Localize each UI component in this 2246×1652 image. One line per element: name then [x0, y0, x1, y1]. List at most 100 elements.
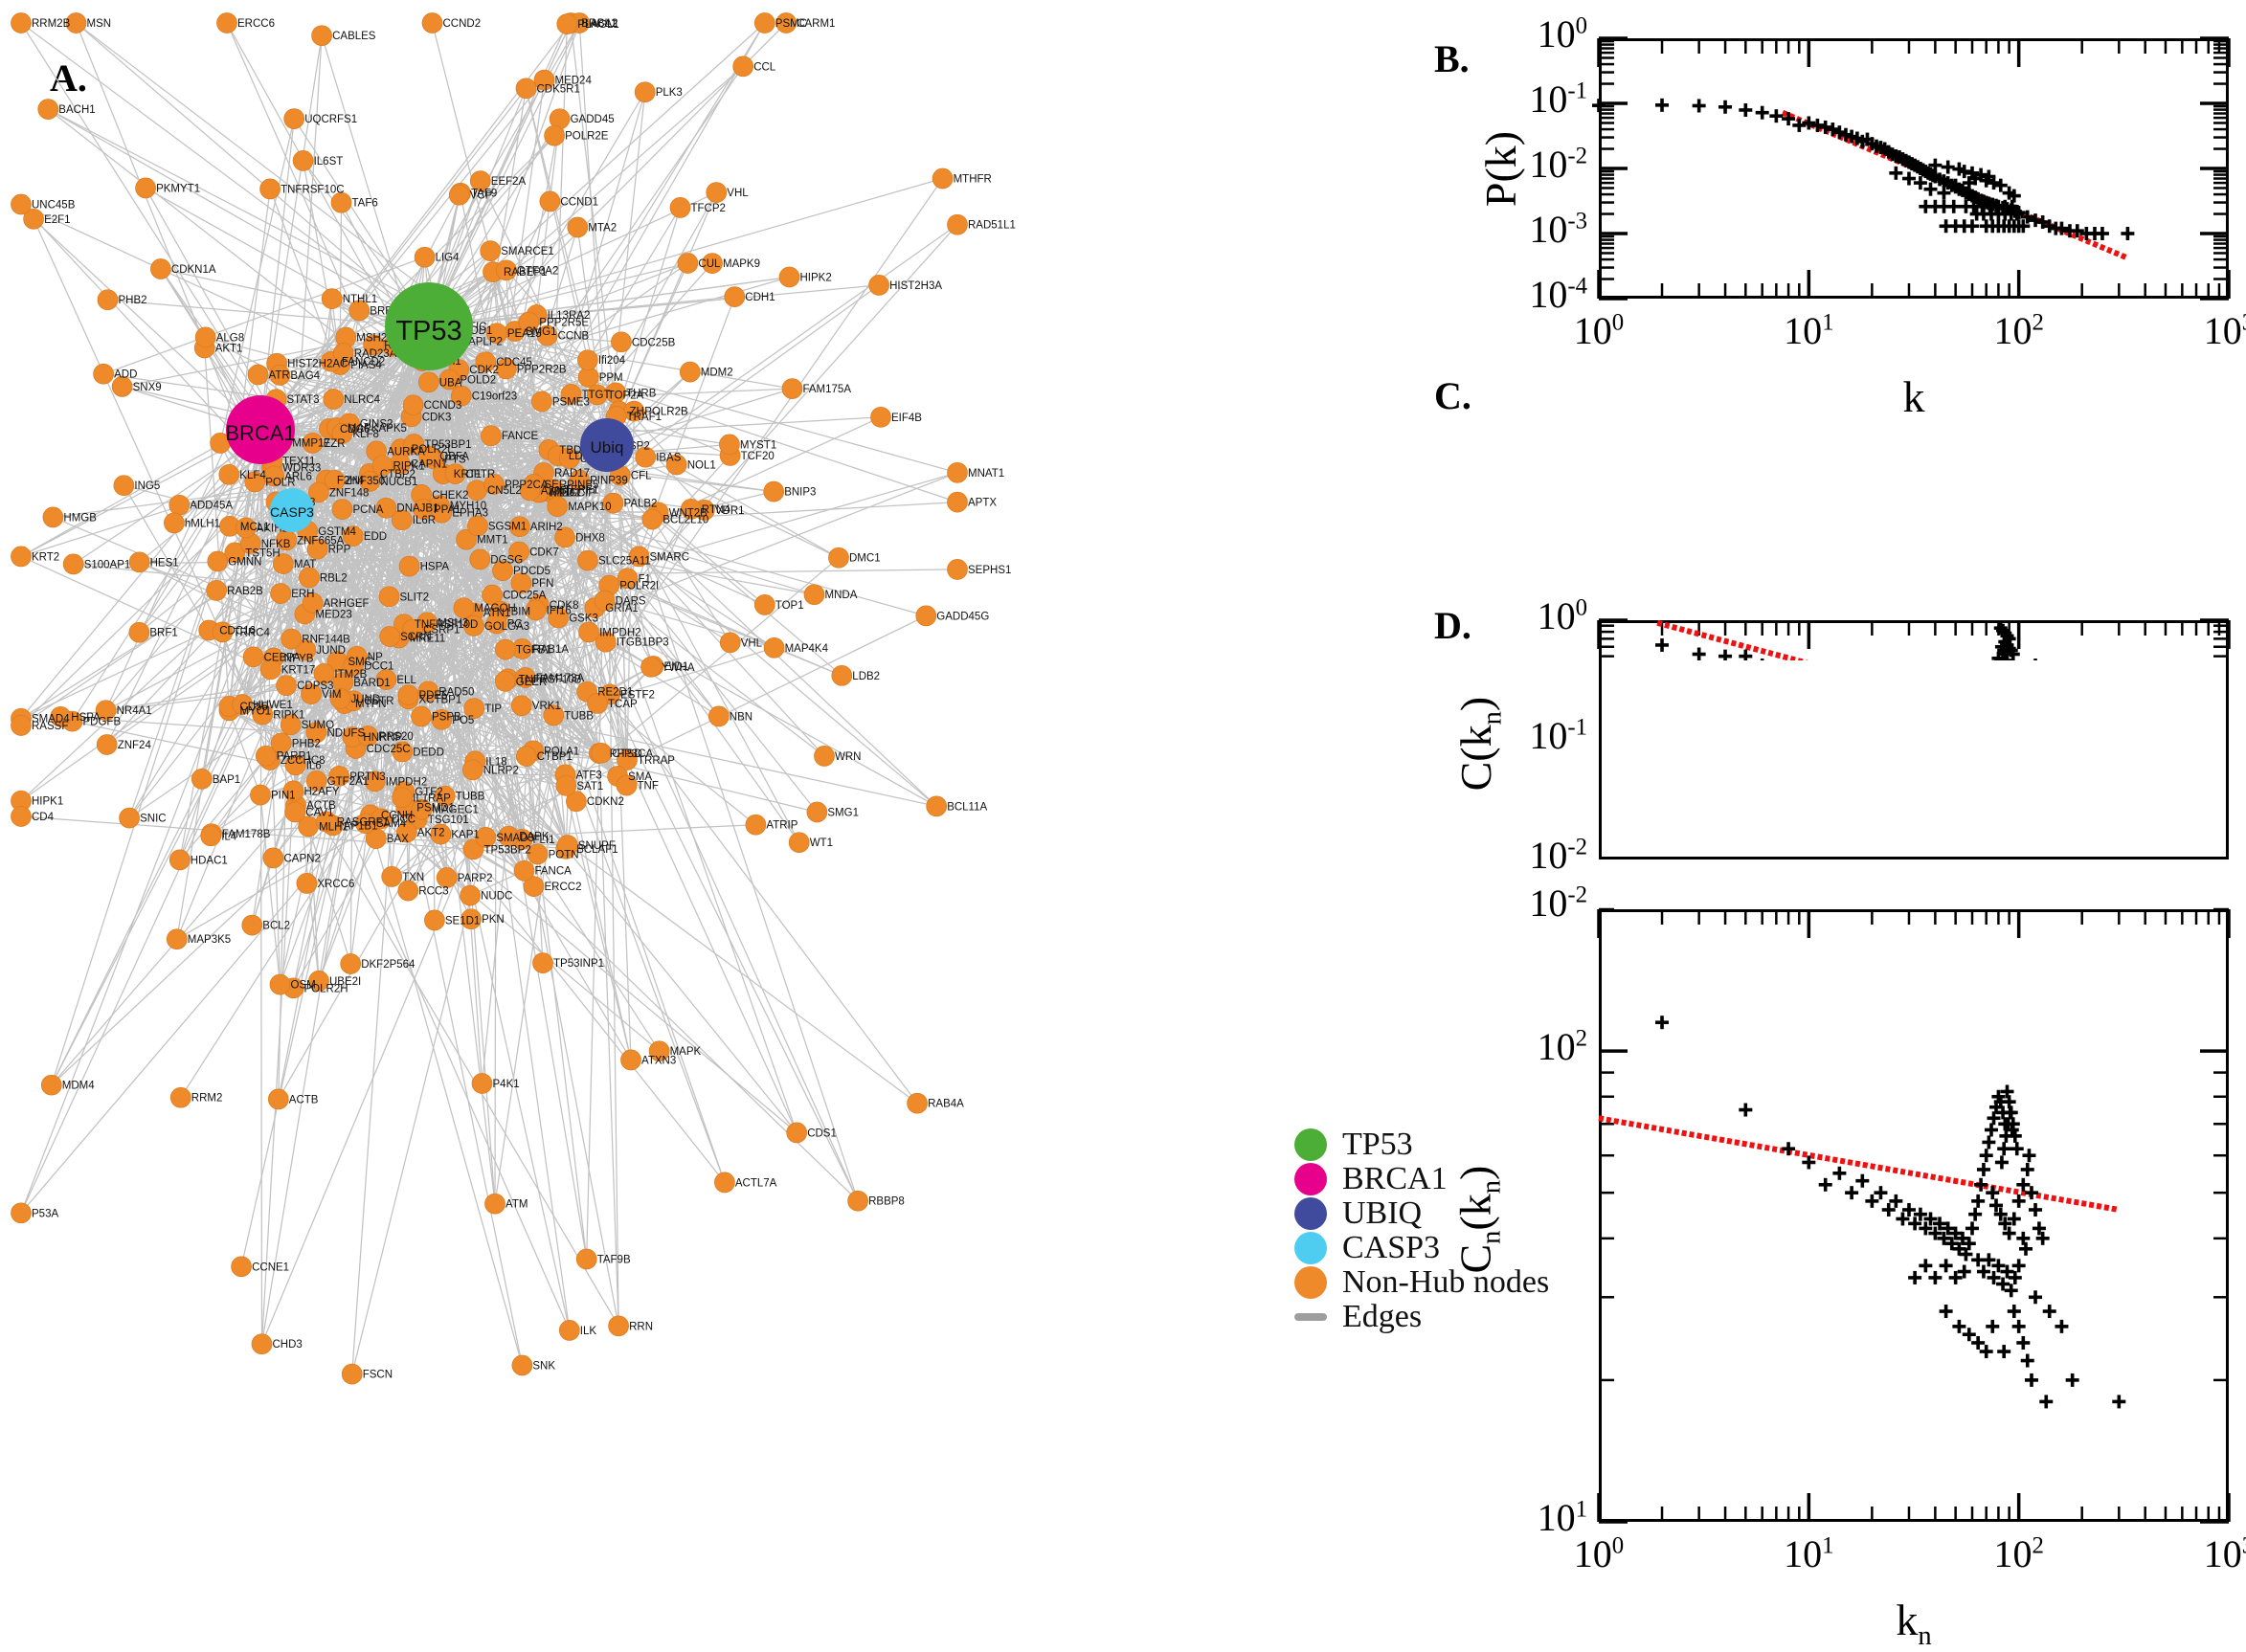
network-node[interactable] [43, 507, 63, 527]
network-node[interactable] [576, 1249, 596, 1269]
network-node[interactable] [270, 974, 290, 994]
network-node[interactable] [63, 554, 83, 574]
network-node[interactable] [472, 1074, 492, 1094]
network-node[interactable] [531, 391, 551, 412]
network-node[interactable] [556, 775, 576, 795]
network-node[interactable] [11, 716, 32, 736]
network-node[interactable] [754, 13, 775, 33]
network-node[interactable] [609, 1316, 629, 1336]
network-node[interactable] [424, 910, 444, 930]
network-node[interactable] [399, 556, 419, 576]
network-node[interactable] [764, 481, 784, 502]
network-node[interactable] [312, 26, 332, 46]
network-node[interactable] [114, 476, 134, 496]
network-node[interactable] [495, 639, 515, 659]
network-node[interactable] [871, 407, 891, 427]
network-node[interactable] [678, 254, 698, 274]
network-node[interactable] [94, 364, 114, 384]
network-node[interactable] [41, 1075, 61, 1095]
network-node[interactable] [398, 881, 418, 901]
network-node[interactable] [460, 885, 481, 905]
network-node[interactable] [579, 622, 599, 642]
network-node[interactable] [342, 1364, 362, 1384]
network-node[interactable] [815, 746, 835, 766]
network-node[interactable] [208, 551, 228, 571]
network-node[interactable] [916, 606, 936, 626]
network-node[interactable] [948, 462, 968, 482]
network-node[interactable] [787, 1123, 807, 1143]
network-node[interactable] [708, 706, 729, 726]
network-node[interactable] [129, 552, 149, 572]
network-node[interactable] [680, 362, 700, 382]
network-node[interactable] [398, 685, 418, 705]
network-node[interactable] [271, 584, 291, 604]
network-node[interactable] [829, 547, 849, 568]
network-node[interactable] [11, 1203, 32, 1223]
network-node[interactable] [733, 56, 753, 77]
network-node[interactable] [98, 290, 118, 310]
network-node[interactable] [260, 179, 281, 199]
network-node[interactable] [268, 1089, 288, 1109]
network-node[interactable] [485, 1194, 505, 1214]
network-node[interactable] [382, 866, 402, 886]
network-node[interactable] [511, 696, 531, 716]
network-node[interactable] [11, 547, 32, 567]
network-node[interactable] [516, 78, 536, 99]
network-node[interactable] [418, 372, 438, 392]
network-node[interactable] [422, 13, 442, 33]
network-node[interactable] [516, 747, 536, 767]
network-node[interactable] [559, 1320, 579, 1340]
network-node[interactable] [470, 549, 490, 569]
network-node[interactable] [332, 500, 352, 520]
network-node[interactable] [11, 194, 32, 214]
network-node[interactable] [948, 492, 968, 512]
network-node[interactable] [533, 953, 553, 973]
network-node[interactable] [380, 627, 400, 647]
network-node[interactable] [495, 671, 515, 691]
network-node[interactable] [217, 13, 237, 33]
network-node[interactable] [789, 833, 809, 853]
network-node[interactable] [191, 769, 212, 789]
network-node[interactable] [568, 217, 588, 237]
network-node[interactable] [725, 287, 745, 307]
network-node[interactable] [277, 676, 297, 696]
network-node[interactable] [948, 214, 968, 234]
network-node[interactable] [284, 109, 304, 129]
network-node[interactable] [293, 150, 313, 170]
network-node[interactable] [557, 14, 577, 34]
network-node[interactable] [621, 1050, 641, 1070]
network-node[interactable] [932, 168, 953, 189]
network-node[interactable] [207, 580, 227, 600]
network-node[interactable] [746, 815, 766, 835]
network-node[interactable] [379, 587, 399, 607]
network-node[interactable] [804, 585, 824, 605]
network-node[interactable] [195, 327, 215, 347]
network-node[interactable] [170, 1087, 191, 1107]
network-node[interactable] [927, 796, 947, 816]
network-node[interactable] [437, 868, 457, 888]
network-node[interactable] [252, 1334, 272, 1354]
network-node[interactable] [322, 289, 342, 309]
network-node[interactable] [720, 633, 740, 653]
network-node[interactable] [415, 247, 435, 267]
network-node[interactable] [540, 191, 560, 212]
network-node[interactable] [714, 1172, 734, 1193]
network-node[interactable] [393, 788, 413, 808]
network-node[interactable] [481, 241, 501, 261]
network-node[interactable] [97, 735, 117, 755]
network-node[interactable] [670, 197, 690, 217]
network-node[interactable] [481, 426, 501, 446]
network-node[interactable] [577, 350, 597, 370]
network-node[interactable] [219, 464, 239, 484]
network-node[interactable] [545, 125, 565, 145]
network-node[interactable] [611, 332, 631, 352]
network-node[interactable] [403, 395, 423, 415]
network-node[interactable] [248, 365, 268, 385]
network-node[interactable] [948, 559, 968, 579]
network-node[interactable] [150, 259, 170, 279]
network-node[interactable] [232, 1257, 252, 1277]
network-node[interactable] [754, 594, 775, 614]
network-node[interactable] [11, 807, 32, 827]
network-node[interactable] [242, 915, 262, 935]
network-node[interactable] [454, 598, 474, 618]
